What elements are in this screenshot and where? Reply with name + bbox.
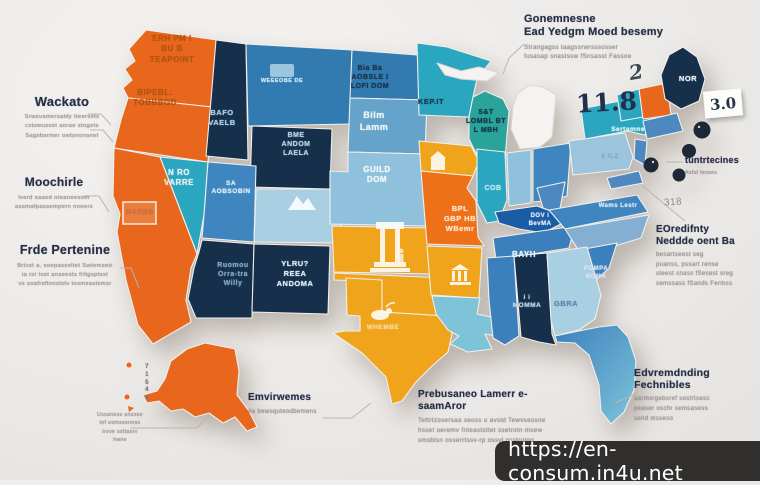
state-michigan	[510, 84, 557, 150]
map-label: YLRU? REEA ANDOMA	[276, 259, 314, 288]
state-maryland	[606, 170, 644, 190]
eoredifnty-callout: EOredifnty Neddde oent Ba besartseest seg p…	[656, 224, 735, 287]
moochirle-callout: Moochirle lverd saaed nteaneesom assmafpas…	[15, 175, 93, 211]
state-oregon	[113, 97, 213, 163]
url-text: https://en-consum.in4u.net	[508, 437, 683, 485]
map-label: DOV i BevMA	[528, 213, 552, 227]
map-label: N RO VARRE	[164, 168, 194, 188]
wackato-callout: Wackato Srwsvamersaldy tteersets cstuwusos…	[24, 94, 100, 139]
map-label: SA AOBSOBIN	[211, 180, 251, 196]
map-label: Bia Ba AOBSLE I LOFI DOM	[350, 65, 390, 91]
map-label: i i MOMMA	[512, 294, 542, 310]
california-badge	[122, 201, 157, 225]
map-label: WEEEOBE DE	[260, 78, 304, 84]
map-pin-icon	[672, 168, 686, 182]
state-maine	[660, 46, 706, 110]
state-massachusetts	[642, 112, 684, 140]
value-11-8: 11.8	[575, 86, 638, 119]
person-icon	[398, 248, 404, 263]
value-318: 318	[663, 196, 683, 209]
url-bar[interactable]: https://en-consum.in4u.net	[495, 437, 760, 485]
aleutian-island-dot	[128, 406, 134, 412]
state-north-carolina	[564, 214, 650, 252]
map-pin-icon	[682, 144, 696, 158]
value-card: 3.0	[702, 88, 744, 119]
frde-pertenine-callout: Frde Pertenine Brtvst a, soepasseltet Swt…	[17, 243, 113, 288]
map-label: Wams Lestr	[598, 203, 638, 209]
map-label: NOR	[678, 74, 698, 83]
aleutian-island-dot	[126, 362, 132, 368]
map-label: S&T LOMBL BT L MBH	[465, 109, 507, 135]
gonemnesne-callout: Gonemnesne Ead Yedgm Moed besemy Strangags…	[524, 13, 664, 61]
monument-icon	[370, 222, 410, 272]
prebusaneo-callout: Prebusaneo Lamerr e-saamAror Tettrtzosers…	[418, 389, 546, 445]
state-michigan-up	[436, 62, 500, 82]
map-pin-icon	[643, 157, 659, 173]
map-label: KEP.IT	[417, 97, 445, 106]
mountain-icon	[288, 196, 316, 210]
state-virginia	[548, 194, 649, 230]
huntrtecines-callout: tuntrtecines Asfst fesses	[685, 155, 739, 177]
map-label: GUILD DOM	[363, 165, 391, 185]
state-florida	[554, 324, 637, 425]
state-alaska	[142, 342, 258, 432]
cattle-icon	[371, 302, 396, 320]
value-3-0: 3.0	[709, 93, 737, 114]
courthouse-icon	[430, 151, 446, 170]
map-label: COB	[484, 185, 502, 192]
state-texas	[332, 277, 453, 405]
coastal-pins-group	[643, 121, 711, 182]
state-louisiana	[431, 295, 498, 353]
state-missouri	[420, 170, 485, 247]
aleutian-island-dot	[124, 394, 130, 400]
alaska-note-callout: Ussaness anssse tef esmsseness trsve sstta…	[97, 412, 143, 443]
bank-icon	[450, 264, 471, 285]
pin-highlight	[697, 125, 701, 129]
state-new-mexico	[251, 243, 331, 315]
map-label: GBRA	[553, 299, 579, 308]
state-idaho	[205, 39, 249, 161]
map-label: POMPA BOMA	[583, 266, 609, 280]
map-label: BIPEBL: TOBBBGD	[133, 88, 177, 108]
map-label: Ruomou Orra-tra Willy	[217, 262, 249, 288]
map-label: Bilm Lamm	[359, 110, 389, 132]
map-label: BARBB	[126, 208, 154, 217]
map-label: ERH PM I BU B TEAPOINT	[149, 34, 195, 64]
map-label: BAFO VAELB	[208, 108, 236, 127]
map-label: BAYH	[512, 250, 536, 259]
state-wisconsin	[468, 90, 510, 160]
map-label: Sertamne	[611, 126, 645, 133]
pin-highlight	[651, 160, 655, 164]
state-indiana	[506, 149, 532, 207]
map-label: BPL GBP HB WBemr	[443, 204, 477, 233]
edvremdnding-callout: Edvremdnding Fechnibles aarmsrgebsref sest…	[634, 367, 710, 422]
flag-badge-icon	[270, 64, 294, 77]
state-pennsylvania	[568, 132, 634, 176]
states-group	[112, 29, 706, 432]
map-label: WHEMBE	[366, 324, 400, 331]
map-label: BME ANDOM LAELA	[281, 132, 311, 158]
state-georgia	[546, 246, 602, 337]
emvirwemes-callout: Emvirwemes #a bewsquteodbemens	[248, 392, 317, 415]
state-tennessee	[492, 225, 576, 261]
state-kentucky	[494, 205, 570, 234]
map-label: 4 ILZ	[601, 153, 619, 160]
map-icons-group	[270, 64, 471, 320]
state-utah	[201, 161, 257, 243]
state-california	[112, 147, 198, 345]
map-pin-icon	[693, 121, 711, 139]
